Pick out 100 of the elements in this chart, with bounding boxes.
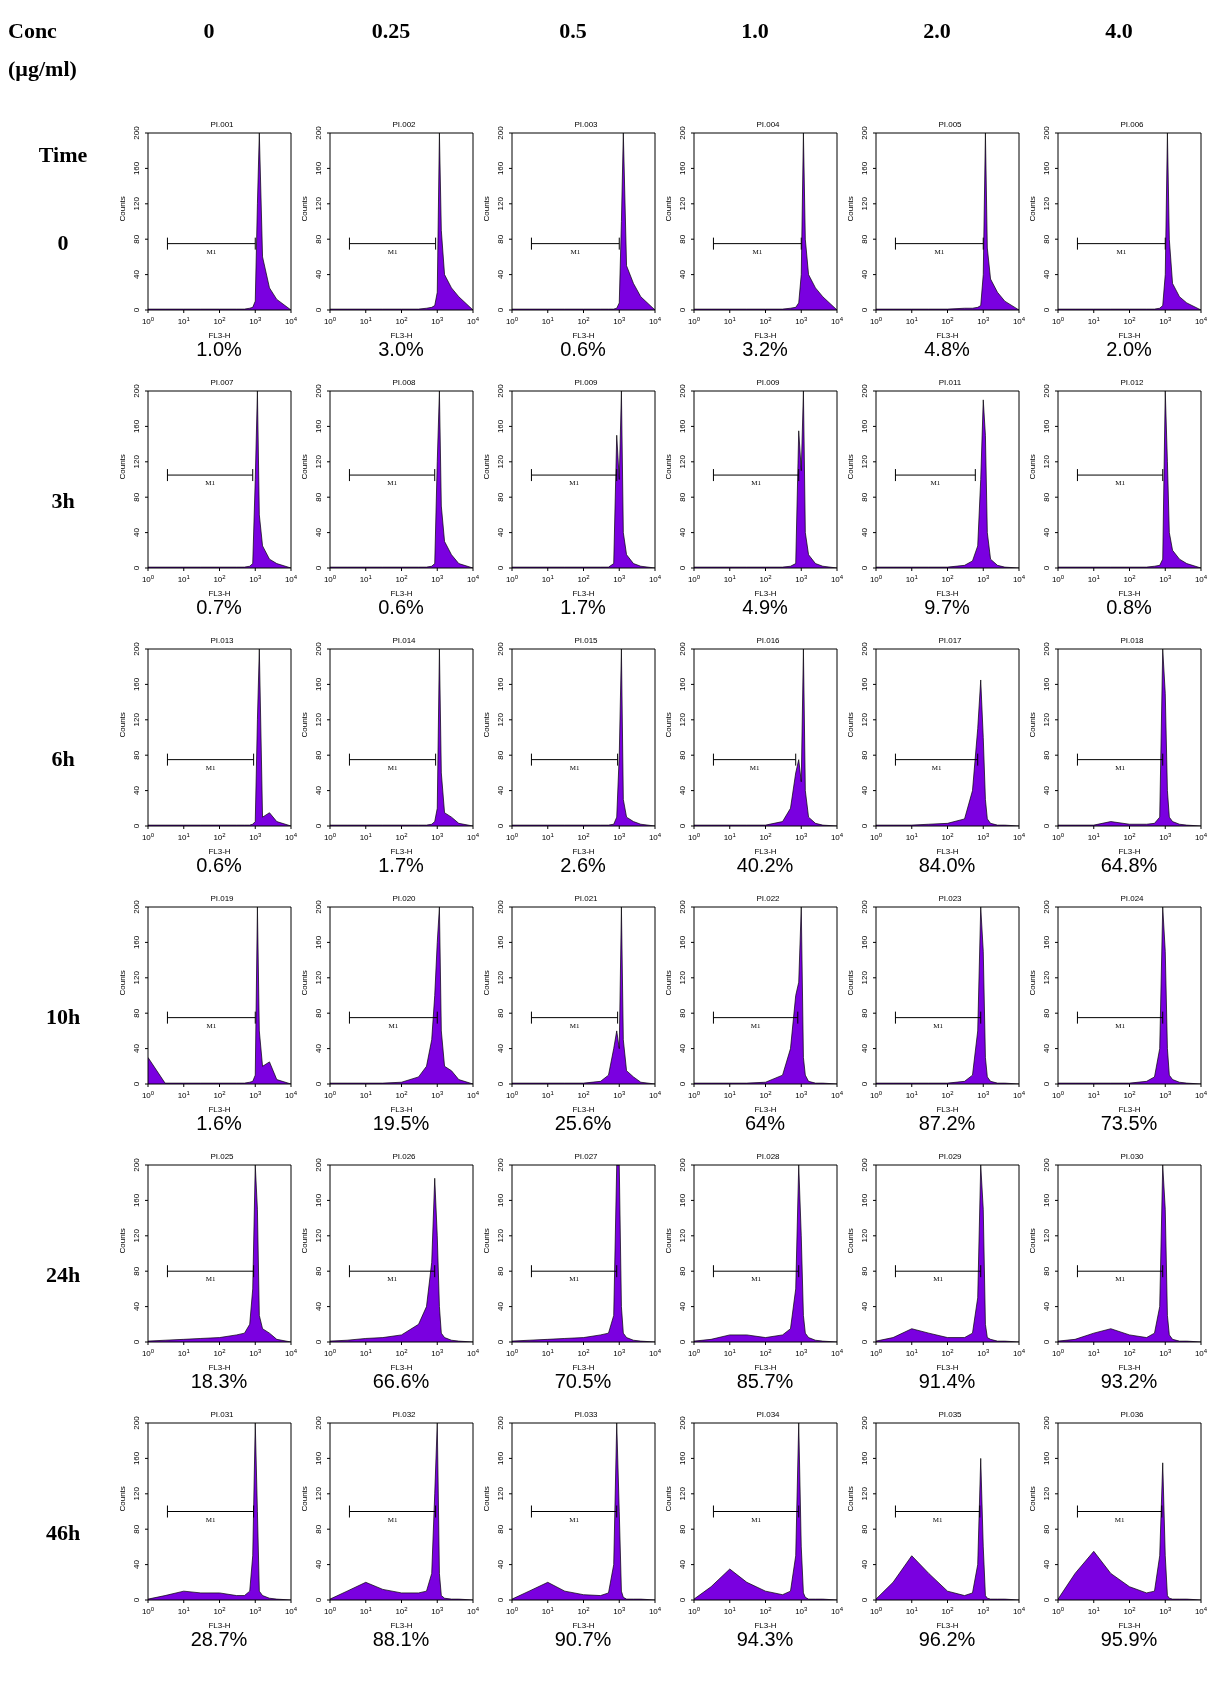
y-tick-label: 200 — [678, 1415, 687, 1430]
y-tick-label: 0 — [860, 1081, 869, 1087]
x-tick-label: 10$^{4}$ — [466, 574, 480, 584]
x-tick-label: 10$^{4}$ — [466, 832, 480, 842]
y-tick-label: 160 — [132, 1451, 141, 1466]
text: 87.2% — [917, 1112, 977, 1135]
y-tick-label: 160 — [496, 935, 505, 950]
chart-title: PI.036 — [1119, 1410, 1145, 1419]
y-tick-label: 200 — [314, 641, 323, 656]
y-axis-title: Counts — [299, 1228, 309, 1254]
y-tick-label: 120 — [132, 1228, 141, 1243]
chart-title: PI.002 — [391, 120, 417, 129]
y-tick-label: 0 — [678, 1597, 687, 1603]
y-axis-title: Counts — [299, 196, 309, 222]
y-tick-label: 160 — [860, 1193, 869, 1208]
y-tick-label: 0 — [496, 1339, 505, 1345]
x-axis-title: FL3-H — [208, 1105, 231, 1114]
y-tick-label: 80 — [314, 492, 323, 502]
x-tick-label: 10$^{4}$ — [1194, 1090, 1208, 1100]
y-tick-label: 80 — [678, 492, 687, 502]
y-tick-label: 120 — [678, 196, 687, 211]
x-axis-title: FL3-H — [390, 331, 413, 340]
y-tick-label: 200 — [678, 383, 687, 398]
x-tick-label: 10$^{3}$ — [977, 1606, 991, 1616]
x-tick-label: 10$^{0}$ — [505, 832, 519, 842]
y-tick-label: 200 — [860, 1157, 869, 1172]
y-axis-title: Counts — [663, 1228, 673, 1254]
y-tick-label: 160 — [496, 161, 505, 176]
x-tick-label: 10$^{1}$ — [723, 1348, 737, 1358]
x-tick-label: 10$^{0}$ — [1051, 316, 1065, 326]
y-tick-label: 160 — [678, 677, 687, 692]
y-axis-title: Counts — [845, 970, 855, 996]
category-label: 0 — [57, 230, 69, 255]
chart-title: PI.017 — [937, 636, 963, 645]
x-tick-label: 10$^{3}$ — [431, 316, 445, 326]
x-tick-label: 10$^{3}$ — [431, 1090, 445, 1100]
x-tick-label: 10$^{2}$ — [395, 1606, 409, 1616]
y-axis-title: Counts — [1027, 712, 1037, 738]
y-axis-title: Counts — [1027, 454, 1037, 480]
y-tick-label: 120 — [496, 970, 505, 985]
x-tick-label: 10$^{0}$ — [323, 574, 337, 584]
x-tick-label: 10$^{2}$ — [759, 1606, 773, 1616]
x-tick-label: 10$^{2}$ — [1123, 1090, 1137, 1100]
x-tick-label: 10$^{2}$ — [941, 574, 955, 584]
y-tick-label: 200 — [1042, 1157, 1051, 1172]
x-axis-title: FL3-H — [390, 1363, 413, 1372]
y-tick-label: 80 — [496, 234, 505, 244]
x-tick-label: 10$^{0}$ — [141, 574, 155, 584]
y-tick-label: 160 — [314, 419, 323, 434]
y-tick-label: 0 — [678, 307, 687, 313]
y-tick-label: 160 — [314, 1193, 323, 1208]
y-tick-label: 200 — [496, 1157, 505, 1172]
y-tick-label: 120 — [860, 454, 869, 469]
text: 3.0% — [377, 338, 425, 361]
y-tick-label: 120 — [678, 1486, 687, 1501]
x-tick-label: 10$^{4}$ — [466, 316, 480, 326]
x-tick-label: 10$^{0}$ — [323, 316, 337, 326]
y-tick-label: 160 — [314, 161, 323, 176]
x-tick-label: 10$^{0}$ — [1051, 832, 1065, 842]
x-tick-label: 10$^{4}$ — [648, 832, 662, 842]
y-tick-label: 80 — [860, 750, 869, 760]
x-tick-label: 10$^{3}$ — [249, 316, 263, 326]
y-axis-title: Counts — [299, 1486, 309, 1512]
text: 0.6% — [559, 338, 607, 361]
y-tick-label: 160 — [314, 677, 323, 692]
y-tick-label: 0 — [1042, 823, 1051, 829]
y-tick-label: 40 — [1042, 527, 1051, 538]
x-tick-label: 10$^{4}$ — [830, 574, 844, 584]
y-tick-label: 40 — [678, 527, 687, 538]
y-tick-label: 40 — [1042, 269, 1051, 280]
x-tick-label: 10$^{0}$ — [869, 574, 883, 584]
x-axis-title: FL3-H — [572, 1621, 595, 1630]
y-tick-label: 160 — [860, 161, 869, 176]
x-tick-label: 10$^{2}$ — [213, 1090, 227, 1100]
y-tick-label: 160 — [132, 677, 141, 692]
x-tick-label: 10$^{3}$ — [249, 1090, 263, 1100]
y-tick-label: 40 — [860, 1043, 869, 1054]
y-tick-label: 80 — [314, 1266, 323, 1276]
y-tick-label: 200 — [860, 899, 869, 914]
x-tick-label: 10$^{1}$ — [723, 1606, 737, 1616]
x-tick-label: 10$^{2}$ — [395, 832, 409, 842]
x-tick-label: 10$^{2}$ — [577, 832, 591, 842]
x-tick-label: 10$^{3}$ — [1159, 1606, 1173, 1616]
text: 1.0% — [195, 338, 243, 361]
y-axis-title: Counts — [845, 712, 855, 738]
y-tick-label: 40 — [132, 1559, 141, 1570]
y-tick-label: 160 — [314, 935, 323, 950]
y-tick-label: 0 — [1042, 1081, 1051, 1087]
x-axis-title: FL3-H — [208, 847, 231, 856]
x-tick-label: 10$^{0}$ — [141, 832, 155, 842]
y-tick-label: 40 — [132, 269, 141, 280]
chart-title: PI.018 — [1119, 636, 1145, 645]
x-tick-label: 10$^{3}$ — [1159, 316, 1173, 326]
x-tick-label: 10$^{0}$ — [141, 1606, 155, 1616]
y-tick-label: 80 — [496, 492, 505, 502]
y-tick-label: 120 — [496, 712, 505, 727]
x-tick-label: 10$^{1}$ — [541, 316, 555, 326]
x-tick-label: 10$^{2}$ — [577, 1348, 591, 1358]
y-axis-title: Counts — [299, 454, 309, 480]
x-tick-label: 10$^{3}$ — [613, 1606, 627, 1616]
